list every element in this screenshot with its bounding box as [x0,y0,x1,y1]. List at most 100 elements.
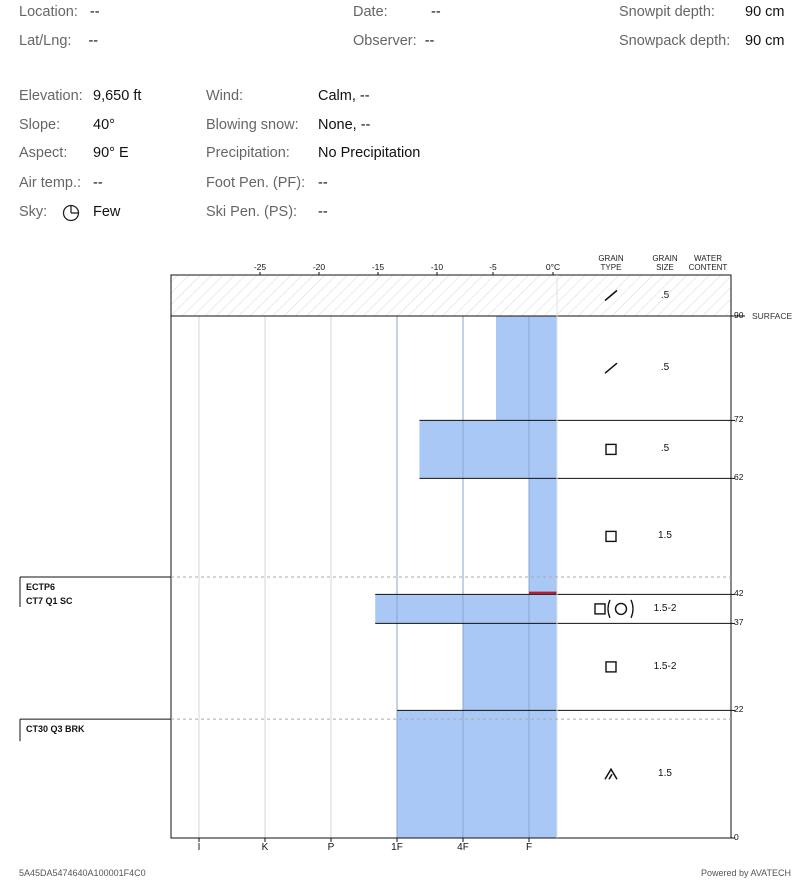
elevation-row: Elevation: 9,650 ft [19,88,141,104]
stability-test-label: ECTP6 [26,582,56,592]
grain-type-header-line1: GRAIN [598,254,624,263]
blowing-snow-label: Blowing snow: [206,117,299,133]
depth-tick-label: 42 [734,588,744,599]
hardness-bar [375,594,557,624]
grain-size-value: 1.5 [658,530,672,542]
temp-tick-label: -10 [430,262,444,272]
temp-tick-label: -25 [253,262,267,272]
ski-pen-row: Ski Pen. (PS): -- [206,204,328,220]
faceted-rounded-icon [594,599,634,619]
elevation-label: Elevation: [19,88,83,104]
sky-label: Sky: [19,204,48,220]
depth-hoar-icon [604,767,618,780]
aspect-row: Aspect: 90° E [19,145,129,161]
date-value: -- [431,4,441,20]
blowing-snow-row: Blowing snow: None, -- [206,117,370,133]
hardness-bar [529,478,557,595]
hardness-tick-label: P [327,842,335,853]
faceted-crystals-icon [605,530,617,543]
surface-label: SURFACE [752,311,793,321]
ski-pen-value: -- [318,204,328,220]
temp-tick-label: -15 [371,262,385,272]
observer-value: -- [424,33,435,49]
wind-label: Wind: [206,88,244,104]
stability-test-label: CT7 Q1 SC [26,596,73,606]
precipitation-row: Precipitation: No Precipitation [206,145,420,161]
depth-tick-label: 22 [734,704,744,715]
precipitation-particles-icon [604,289,618,302]
elevation-value: 9,650 ft [93,88,142,104]
observer-label: Observer: [353,33,417,49]
hardness-tick-label: K [261,842,269,853]
water-content-header-line1: WATER [694,254,722,263]
temp-tick-label: -20 [312,262,326,272]
grain-type-header: GRAIN TYPE [590,254,632,272]
grain-size-value: 1.5-2 [653,660,677,672]
snowpack-depth-label: Snowpack depth: [619,33,731,49]
wind-value: Calm, -- [318,88,370,104]
date-label: Date: [353,4,388,20]
sky-row: Sky: Few [19,204,120,222]
slope-row: Slope: 40° [19,117,115,133]
foot-pen-value: -- [318,175,328,191]
depth-tick-label: 0 [734,832,739,842]
temp-tick-label: 0°C [545,262,561,272]
location-label: Location: [19,4,78,20]
location-value: -- [89,4,100,20]
precipitation-value: No Precipitation [318,145,421,161]
hardness-tick-label: F [525,842,533,853]
slope-value: 40° [93,117,115,133]
stability-test-label: CT30 Q3 BRK [26,724,85,735]
chart-frame [170,274,732,839]
grain-size-value: 1.5 [658,768,672,780]
depth-tick-label: 37 [734,617,744,628]
aspect-label: Aspect: [19,145,68,161]
location-row: Location: -- [19,4,100,20]
foot-pen-label: Foot Pen. (PF): [206,175,306,191]
surface-hatch [171,275,731,316]
depth-tick-label: 72 [734,414,744,425]
grain-type-header-line2: TYPE [600,263,622,272]
latlng-row: Lat/Lng: -- [19,33,98,49]
depth-tick-label: 62 [734,472,744,483]
hardness-bar [397,710,557,838]
snowpack-depth-row: Snowpack depth: 90 cm [619,33,785,49]
water-content-header-line2: CONTENT [688,263,728,272]
grain-size-value: .5 [660,362,670,374]
aspect-value: 90° E [93,145,129,161]
depth-tick-label: 90 [734,310,744,320]
grain-size-value: 1.5-2 [653,602,677,614]
hardness-tick-label: 4F [457,842,469,853]
precipitation-label: Precipitation: [206,145,290,161]
temp-tick-label: -5 [489,262,497,272]
snowpack-depth-value: 90 cm [745,33,785,49]
faceted-crystals-icon [605,661,617,673]
air-temp-row: Air temp.: -- [19,175,103,191]
hardness-bar [463,623,557,711]
faceted-crystals-icon [605,443,617,456]
water-content-header: WATER CONTENT [686,254,730,272]
latlng-value: -- [88,33,99,49]
profile-id: 5A45DA5474640A100001F4C0 [19,868,146,878]
powered-by: Powered by AVATECH [700,868,791,878]
precipitation-particles-icon [604,362,618,374]
grain-size-header-line1: GRAIN [652,254,678,263]
wind-row: Wind: Calm, -- [206,88,370,104]
date-row: Date: -- [353,4,441,20]
foot-pen-row: Foot Pen. (PF): -- [206,175,328,191]
sky-value: Few [93,204,121,220]
grain-size-value: .5 [660,443,670,455]
slope-label: Slope: [19,117,61,133]
grain-size-header-line2: SIZE [656,263,674,272]
hardness-bar [496,316,557,421]
grain-size-header: GRAIN SIZE [644,254,686,272]
hardness-tick-label: 1F [391,842,403,853]
sky-few-icon [62,204,80,222]
air-temp-label: Air temp.: [19,175,82,191]
blowing-snow-value: None, -- [318,117,371,133]
hardness-tick-label: I [197,842,201,853]
snowpit-depth-value: 90 cm [745,4,785,20]
hardness-bar [419,420,557,479]
air-temp-value: -- [93,175,103,191]
